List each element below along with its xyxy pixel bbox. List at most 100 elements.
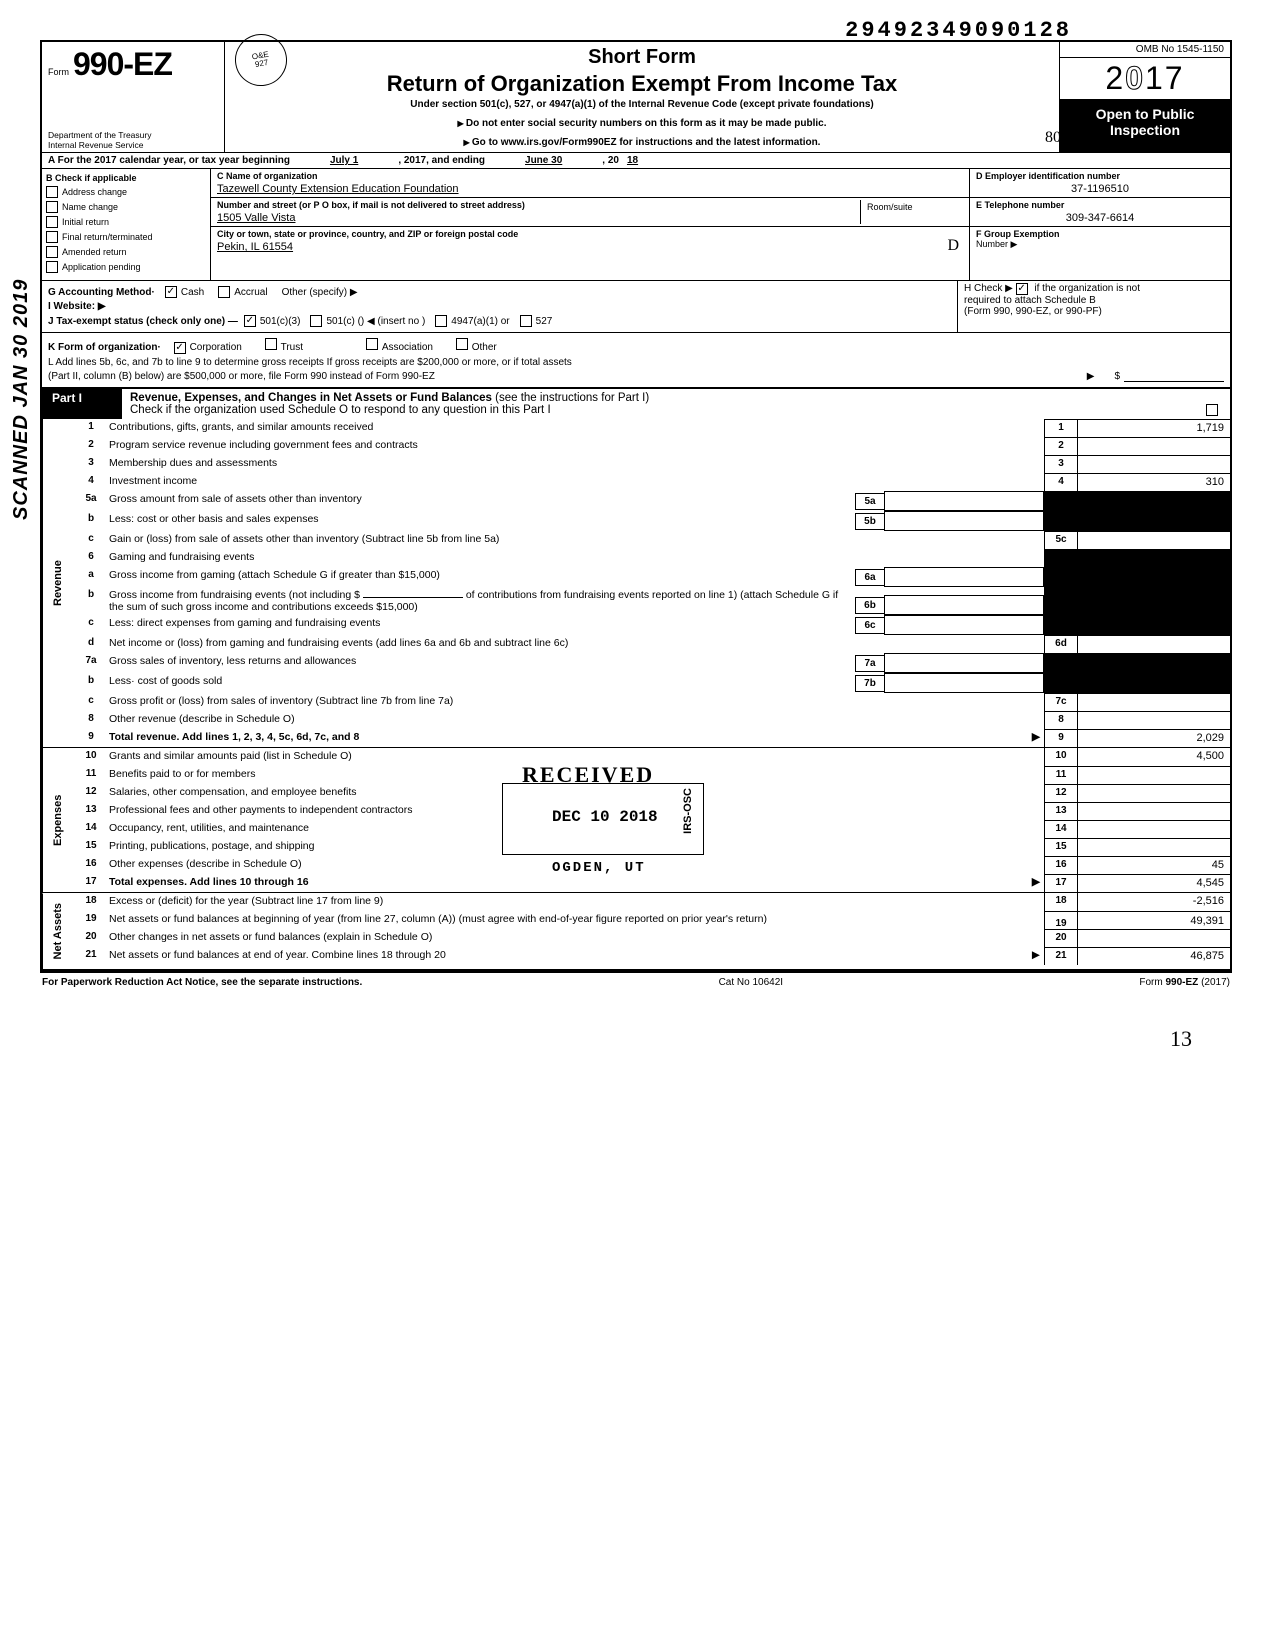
line-7b-text: Less· cost of goods sold bbox=[109, 673, 855, 693]
line-12-val bbox=[1078, 784, 1230, 802]
line-6c-text: Less: direct expenses from gaming and fu… bbox=[109, 615, 855, 635]
stamp-box bbox=[502, 783, 704, 855]
form-990ez: Form 990-EZ Department of the Treasury I… bbox=[40, 40, 1232, 973]
k-trust: Trust bbox=[281, 342, 303, 353]
header-row: Form 990-EZ Department of the Treasury I… bbox=[42, 42, 1230, 153]
line-6a-text: Gross income from gaming (attach Schedul… bbox=[109, 567, 855, 587]
line-10-val: 4,500 bbox=[1078, 748, 1230, 766]
revenue-lines: 1Contributions, gifts, grants, and simil… bbox=[73, 419, 1230, 747]
h-line2: required to attach Schedule B bbox=[964, 295, 1224, 306]
line-13-val bbox=[1078, 802, 1230, 820]
stamp-ogden: OGDEN, UT bbox=[552, 860, 646, 876]
line-3-text: Membership dues and assessments bbox=[109, 455, 1044, 473]
part1-label: Part I bbox=[42, 388, 122, 419]
line-2-val bbox=[1078, 437, 1230, 455]
chk-other-org[interactable] bbox=[456, 338, 468, 350]
chk-cash[interactable]: ✓ bbox=[165, 286, 177, 298]
line-21-val: 46,875 bbox=[1078, 947, 1230, 965]
chk-amended-return[interactable]: Amended return bbox=[46, 246, 206, 258]
line-17-val: 4,545 bbox=[1078, 874, 1230, 892]
netassets-table: Net Assets 18Excess or (deficit) for the… bbox=[42, 893, 1230, 971]
j-label: J Tax-exempt status (check only one) — bbox=[48, 316, 238, 327]
chk-application-pending[interactable]: Application pending bbox=[46, 261, 206, 273]
l-line1: L Add lines 5b, 6c, and 7b to line 9 to … bbox=[48, 357, 1224, 368]
line-1-val: 1,719 bbox=[1078, 419, 1230, 437]
chk-sched-b[interactable]: ✓ bbox=[1016, 283, 1028, 295]
l-arrow: ▶ bbox=[1087, 371, 1095, 382]
k-label: K Form of organization· bbox=[48, 342, 161, 353]
line-19-val: 49,391 bbox=[1190, 915, 1224, 927]
g-other: Other (specify) ▶ bbox=[282, 287, 358, 298]
chk-name-change[interactable]: Name change bbox=[46, 201, 206, 213]
chk-schedule-o[interactable] bbox=[1206, 404, 1218, 416]
footer-left: For Paperwork Reduction Act Notice, see … bbox=[42, 977, 362, 988]
line-3-val bbox=[1078, 455, 1230, 473]
chk-527[interactable] bbox=[520, 315, 532, 327]
dept-line2: Internal Revenue Service bbox=[48, 140, 151, 150]
line-11-val bbox=[1078, 766, 1230, 784]
org-city: Pekin, IL 61554 bbox=[217, 241, 963, 253]
chk-initial-return[interactable]: Initial return bbox=[46, 216, 206, 228]
open-line1: Open to Public bbox=[1062, 106, 1228, 122]
line-1-text: Contributions, gifts, grants, and simila… bbox=[109, 419, 1044, 437]
subtitle: Under section 501(c), 527, or 4947(a)(1)… bbox=[235, 99, 1049, 110]
chk-4947[interactable] bbox=[435, 315, 447, 327]
revenue-table: Revenue 1Contributions, gifts, grants, a… bbox=[42, 419, 1230, 748]
footer-right: Form 990-EZ (2017) bbox=[1139, 977, 1230, 988]
line-9-text: Total revenue. Add lines 1, 2, 3, 4, 5c,… bbox=[109, 729, 1044, 747]
open-to-public: Open to Public Inspection bbox=[1060, 100, 1230, 152]
line-14-val bbox=[1078, 820, 1230, 838]
line-7c-text: Gross profit or (loss) from sales of inv… bbox=[109, 693, 1044, 711]
chk-trust[interactable] bbox=[265, 338, 277, 350]
line-4-text: Investment income bbox=[109, 473, 1044, 491]
line-8-val bbox=[1078, 711, 1230, 729]
org-name: Tazewell County Extension Education Foun… bbox=[217, 183, 963, 195]
line-19-text: Net assets or fund balances at beginning… bbox=[109, 911, 1044, 929]
chk-accrual[interactable] bbox=[218, 286, 230, 298]
title-box: O&E927 Short Form Return of Organization… bbox=[225, 42, 1059, 152]
line-16-val: 45 bbox=[1078, 856, 1230, 874]
expenses-table: Expenses 10Grants and similar amounts pa… bbox=[42, 748, 1230, 893]
chk-501c3[interactable]: ✓ bbox=[244, 315, 256, 327]
k-other: Other bbox=[472, 342, 497, 353]
vtab-expenses: Expenses bbox=[42, 748, 73, 892]
scanned-watermark: SCANNED JAN 30 2019 bbox=[10, 279, 33, 520]
j-501c3: 501(c)(3) bbox=[260, 316, 301, 327]
line-5b-text: Less: cost or other basis and sales expe… bbox=[109, 511, 855, 531]
line-5c-text: Gain or (loss) from sale of assets other… bbox=[109, 531, 1044, 549]
chk-assoc[interactable] bbox=[366, 338, 378, 350]
k-corp: Corporation bbox=[190, 342, 242, 353]
open-line2: Inspection bbox=[1062, 122, 1228, 138]
j-4947: 4947(a)(1) or bbox=[451, 316, 509, 327]
tax-year-begin: July 1 bbox=[330, 155, 358, 166]
line-5c-val bbox=[1078, 531, 1230, 549]
line-9-val: 2,029 bbox=[1078, 729, 1230, 747]
form-id-box: Form 990-EZ Department of the Treasury I… bbox=[42, 42, 225, 152]
line-4-val: 310 bbox=[1078, 473, 1230, 491]
chk-final-return[interactable]: Final return/terminated bbox=[46, 231, 206, 243]
l-amount bbox=[1124, 371, 1224, 382]
form-number: 990-EZ bbox=[73, 46, 172, 83]
line-6b-text: Gross income from fundraising events (no… bbox=[109, 587, 855, 615]
room-suite: Room/suite bbox=[860, 200, 963, 224]
row-a: A For the 2017 calendar year, or tax yea… bbox=[42, 153, 1230, 169]
chk-corp[interactable]: ✓ bbox=[174, 342, 186, 354]
line-6d-val bbox=[1078, 635, 1230, 653]
line-18-text: Excess or (deficit) for the year (Subtra… bbox=[109, 893, 1044, 911]
line-20-text: Other changes in net assets or fund bala… bbox=[109, 929, 1044, 947]
footer-center: Cat No 10642I bbox=[719, 977, 784, 988]
dept-line1: Department of the Treasury bbox=[48, 130, 151, 140]
hand-page-num: 13 bbox=[1170, 1026, 1192, 1052]
chk-501c[interactable] bbox=[310, 315, 322, 327]
line-15-val bbox=[1078, 838, 1230, 856]
h-line1a: H Check ▶ bbox=[964, 283, 1013, 294]
tax-year-end: June 30 bbox=[525, 155, 562, 166]
main-title: Return of Organization Exempt From Incom… bbox=[235, 71, 1049, 97]
line-18-val: -2,516 bbox=[1078, 893, 1230, 911]
section-h: H Check ▶ ✓ if the organization is not r… bbox=[957, 281, 1230, 332]
chk-address-change[interactable]: Address change bbox=[46, 186, 206, 198]
d-label: D Employer identification number bbox=[976, 171, 1224, 181]
ghij-left: G Accounting Method· ✓Cash Accrual Other… bbox=[42, 281, 957, 332]
part1-title: Revenue, Expenses, and Changes in Net As… bbox=[122, 388, 1230, 419]
section-c: C Name of organization Tazewell County E… bbox=[211, 169, 970, 280]
